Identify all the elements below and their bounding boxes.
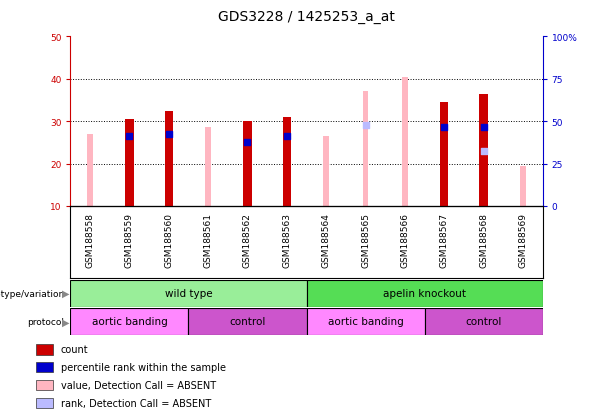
- Bar: [440, 103, 449, 206]
- Bar: [283, 118, 291, 206]
- Point: [360, 123, 370, 129]
- Text: aortic banding: aortic banding: [91, 316, 167, 327]
- Text: GSM188567: GSM188567: [440, 212, 449, 267]
- Text: ▶: ▶: [62, 288, 69, 299]
- Bar: [189, 308, 306, 335]
- Text: genotype/variation: genotype/variation: [0, 289, 64, 298]
- Bar: [306, 308, 424, 335]
- Bar: [164, 111, 173, 206]
- Text: ▶: ▶: [62, 316, 69, 327]
- Text: GSM188565: GSM188565: [361, 212, 370, 267]
- Point: [479, 125, 489, 131]
- Text: percentile rank within the sample: percentile rank within the sample: [61, 362, 226, 372]
- Bar: [36, 344, 53, 355]
- Text: GDS3228 / 1425253_a_at: GDS3228 / 1425253_a_at: [218, 10, 395, 24]
- Bar: [284, 137, 290, 206]
- Text: aortic banding: aortic banding: [327, 316, 403, 327]
- Text: GSM188559: GSM188559: [125, 212, 134, 267]
- Text: rank, Detection Call = ABSENT: rank, Detection Call = ABSENT: [61, 398, 211, 408]
- Text: control: control: [229, 316, 265, 327]
- Bar: [70, 280, 306, 307]
- Text: GSM188561: GSM188561: [204, 212, 213, 267]
- Text: value, Detection Call = ABSENT: value, Detection Call = ABSENT: [61, 380, 216, 390]
- Bar: [479, 94, 488, 206]
- Point: [440, 125, 449, 131]
- Text: protocol: protocol: [28, 317, 64, 326]
- Text: GSM188569: GSM188569: [519, 212, 527, 267]
- Text: GSM188562: GSM188562: [243, 212, 252, 267]
- Point: [243, 140, 253, 146]
- Text: GSM188568: GSM188568: [479, 212, 488, 267]
- Bar: [520, 166, 526, 206]
- Bar: [306, 280, 543, 307]
- Text: control: control: [465, 316, 501, 327]
- Bar: [36, 380, 53, 390]
- Bar: [87, 135, 93, 206]
- Bar: [243, 122, 252, 206]
- Bar: [70, 308, 189, 335]
- Point: [164, 131, 173, 138]
- Point: [282, 133, 292, 140]
- Bar: [166, 135, 172, 206]
- Bar: [126, 137, 132, 206]
- Bar: [36, 362, 53, 373]
- Bar: [362, 92, 368, 206]
- Bar: [402, 77, 408, 206]
- Text: GSM188564: GSM188564: [322, 212, 330, 267]
- Text: apelin knockout: apelin knockout: [383, 288, 466, 299]
- Bar: [323, 137, 329, 206]
- Bar: [125, 120, 134, 206]
- Bar: [36, 398, 53, 408]
- Point: [479, 148, 489, 155]
- Point: [124, 133, 134, 140]
- Text: GSM188563: GSM188563: [283, 212, 291, 267]
- Bar: [424, 308, 543, 335]
- Text: wild type: wild type: [165, 288, 212, 299]
- Text: GSM188566: GSM188566: [400, 212, 409, 267]
- Bar: [205, 128, 211, 206]
- Text: GSM188560: GSM188560: [164, 212, 173, 267]
- Text: count: count: [61, 344, 89, 354]
- Text: GSM188558: GSM188558: [86, 212, 94, 267]
